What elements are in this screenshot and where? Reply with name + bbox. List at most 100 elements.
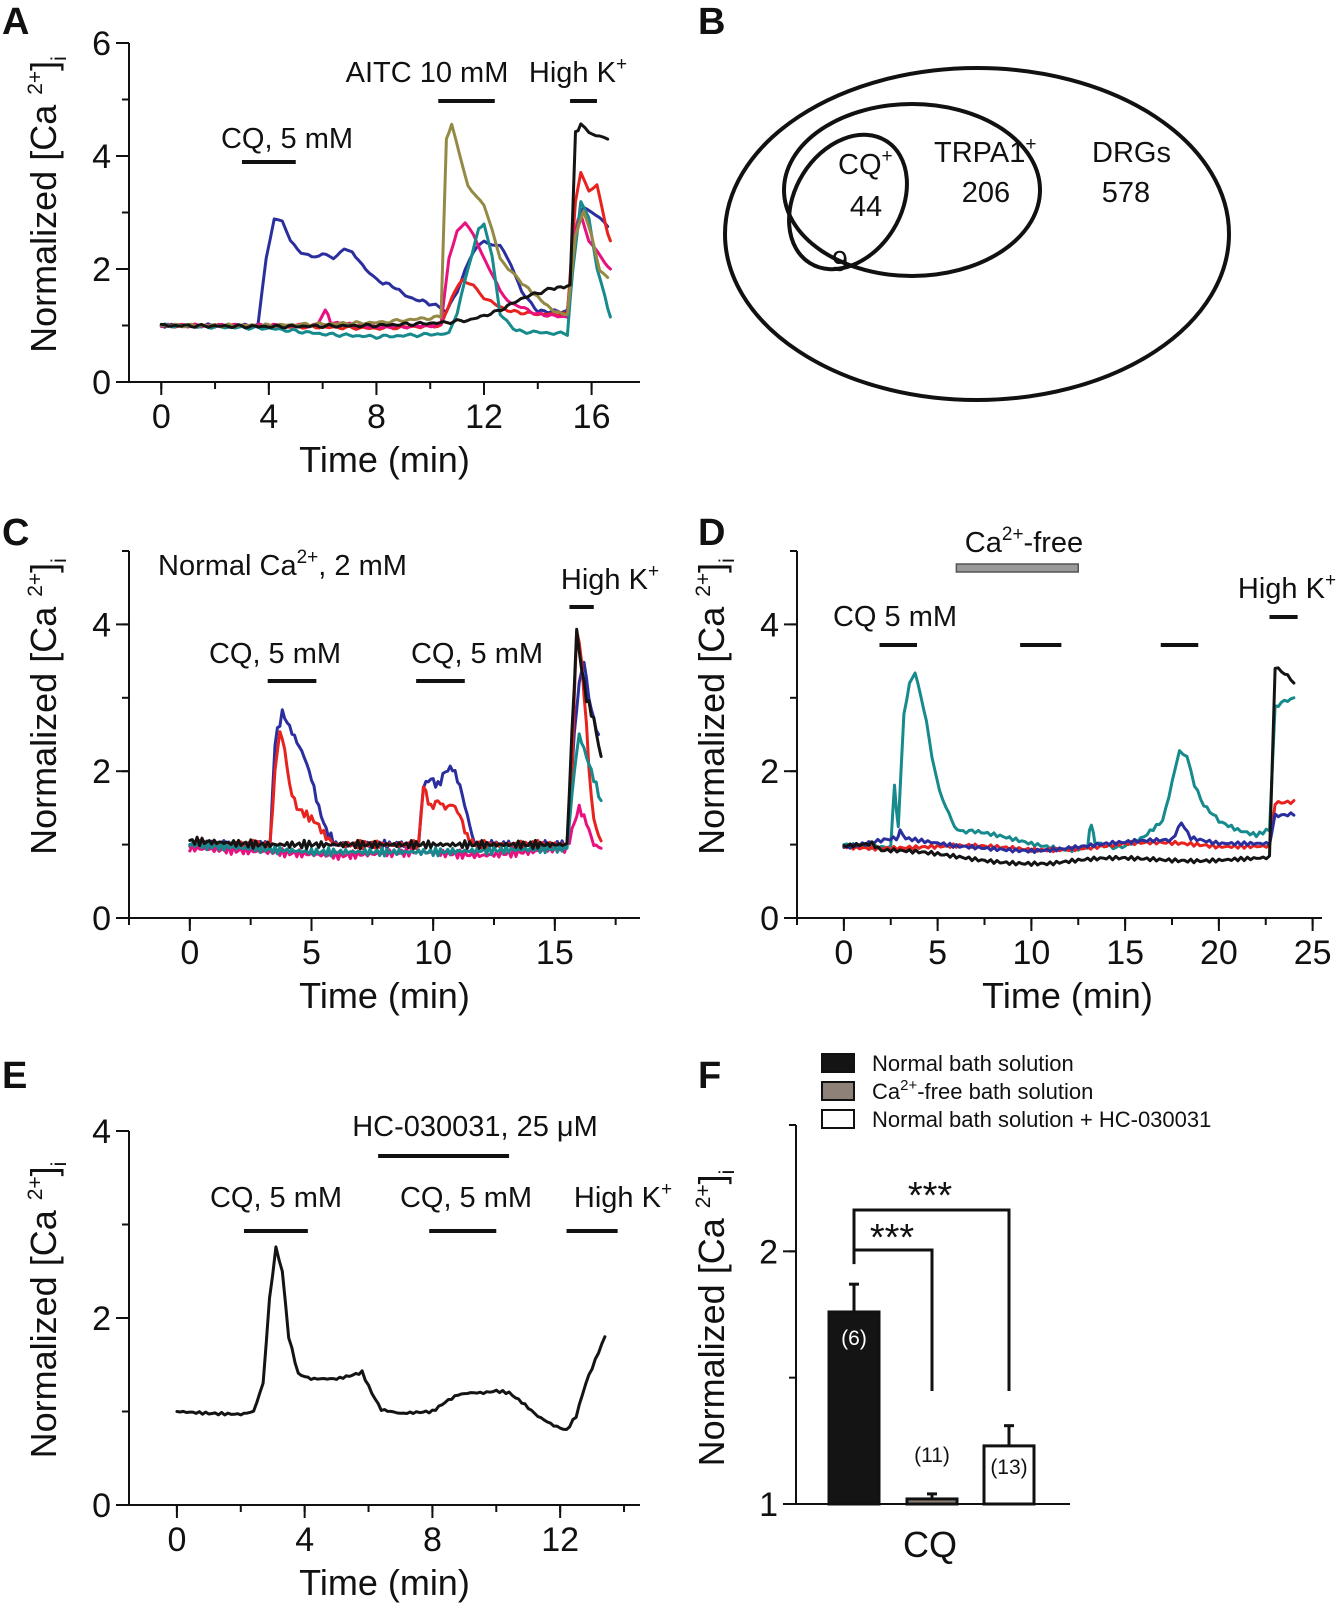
A-series-magenta xyxy=(159,212,612,330)
E-x-tick-label: 0 xyxy=(167,1521,186,1559)
A-series-blue xyxy=(159,205,610,329)
D-x-tick-label: 0 xyxy=(834,934,853,972)
C-series-black xyxy=(188,627,603,851)
E-annotation-label: HC-030031, 25 μM xyxy=(352,1111,598,1143)
A-annotation-label: High K+ xyxy=(529,54,627,89)
E-series-black xyxy=(175,1245,607,1431)
venn-extra-count: 9 xyxy=(832,246,848,278)
f-y-tick-label: 2 xyxy=(759,1233,778,1271)
C-annotation-label: High K+ xyxy=(561,561,659,596)
venn-cq-label: CQ+ xyxy=(838,146,893,181)
panel-b-venn-diagram: CQ+ 44 TRPA1+ 206 DRGs 578 9 xyxy=(723,66,1231,402)
C-x-tick-label: 15 xyxy=(536,934,574,972)
panel-label-c: C xyxy=(2,512,29,554)
C-annotation-label: CQ, 5 mM xyxy=(209,638,341,670)
venn-cq-count: 44 xyxy=(850,191,882,223)
E-x-tick-label: 12 xyxy=(541,1521,579,1559)
E-y-axis-label-text: Normalized [Ca 2+]i xyxy=(23,1162,71,1459)
E-x-tick-label: 4 xyxy=(295,1521,314,1559)
A-y-tick-label: 4 xyxy=(92,138,111,176)
A-traces xyxy=(159,122,612,340)
D-x-tick-label: 15 xyxy=(1106,934,1144,972)
panel-a-chart: 0 4 8 12 16 0 2 4 6 Time (min) Normalized [Ca 2+]i… xyxy=(23,25,640,480)
C-x-axis-label: Time (min) xyxy=(299,975,470,1016)
venn-trpa1-label: TRPA1+ xyxy=(934,134,1036,169)
f-legend-label: Normal bath solution xyxy=(872,1051,1074,1076)
C-x-tick-label: 5 xyxy=(302,934,321,972)
f-bar-2 xyxy=(905,1497,959,1506)
D-y-axis-label-text: Normalized [Ca 2+]i xyxy=(691,558,739,855)
panel-c-chart: 0 5 10 15 0 2 4 Time (min) Normalized [Ca 2+]i CQ… xyxy=(23,547,659,1016)
f-legend-swatch xyxy=(821,1081,855,1101)
C-x-tick-label: 0 xyxy=(180,934,199,972)
C-y-tick-label: 0 xyxy=(92,900,111,938)
D-y-axis-label: Normalized [Ca 2+]i xyxy=(691,558,739,855)
E-y-tick-label: 4 xyxy=(92,1113,111,1151)
A-series-red xyxy=(159,171,612,331)
E-annotation-label: CQ, 5 mM xyxy=(210,1182,342,1214)
venn-drgs-label: DRGs xyxy=(1092,137,1171,169)
A-annotation-label: AITC 10 mM xyxy=(346,57,509,89)
E-annotation-label: CQ, 5 mM xyxy=(400,1182,532,1214)
C-y-tick-label: 4 xyxy=(92,606,111,644)
A-x-axis-label: Time (min) xyxy=(299,439,470,480)
f-significance-stars: *** xyxy=(870,1217,915,1259)
A-y-tick-label: 6 xyxy=(92,25,111,63)
E-traces xyxy=(175,1245,607,1431)
A-x-tick-label: 16 xyxy=(573,398,611,436)
panel-label-a: A xyxy=(2,1,29,43)
c-chart-title: Normal Ca2+, 2 mM xyxy=(158,547,407,582)
D-y-tick-label: 4 xyxy=(760,606,779,644)
f-x-axis-label: CQ xyxy=(903,1524,957,1565)
C-series-blue xyxy=(188,660,601,851)
D-annotation-label: CQ 5 mM xyxy=(833,601,957,633)
D-annotation-label: Ca2+-free xyxy=(965,524,1083,559)
A-annotation-label: CQ, 5 mM xyxy=(221,123,353,155)
D-x-axis-label: Time (min) xyxy=(982,975,1153,1016)
f-n-label: (6) xyxy=(841,1327,867,1350)
A-y-tick-label: 2 xyxy=(92,251,111,289)
f-legend-swatch xyxy=(821,1109,855,1129)
E-y-tick-label: 0 xyxy=(92,1487,111,1525)
D-x-tick-label: 10 xyxy=(1012,934,1050,972)
f-n-label: (13) xyxy=(990,1456,1027,1479)
A-x-tick-label: 8 xyxy=(367,398,386,436)
f-significance-bracket xyxy=(852,1248,934,1391)
C-series-teal xyxy=(188,732,603,858)
panel-d-chart: 0 5 10 15 20 25 0 2 4 Time (min) Normalized [Ca 2+… xyxy=(691,524,1336,1016)
f-y-tick-label: 1 xyxy=(759,1486,778,1524)
panel-label-e: E xyxy=(2,1055,27,1097)
D-series-teal xyxy=(842,671,1296,854)
f-significance-bracket xyxy=(852,1208,1011,1391)
A-series-black xyxy=(159,122,610,330)
D-x-tick-label: 25 xyxy=(1294,934,1332,972)
venn-drgs-ellipse xyxy=(723,66,1231,402)
f-legend-label: Ca2+-free bath solution xyxy=(872,1077,1093,1104)
C-y-tick-label: 2 xyxy=(92,753,111,791)
panel-label-f: F xyxy=(698,1055,721,1097)
C-traces xyxy=(188,627,603,861)
A-series-teal xyxy=(159,200,612,340)
C-y-axis-label-text: Normalized [Ca 2+]i xyxy=(23,558,71,855)
panel-label-b: B xyxy=(698,1,725,43)
D-x-tick-label: 5 xyxy=(928,934,947,972)
f-bar-3 xyxy=(982,1444,1036,1506)
venn-trpa1-count: 206 xyxy=(962,177,1010,209)
E-x-axis-label: Time (min) xyxy=(299,1562,470,1603)
f-significance-stars: *** xyxy=(908,1175,953,1217)
f-n-label: (11) xyxy=(914,1444,950,1467)
C-annotation-label: CQ, 5 mM xyxy=(411,638,543,670)
f-y-axis-label-text: Normalized [Ca 2+]i xyxy=(691,1170,739,1467)
D-series-blue xyxy=(842,811,1296,854)
D-annotation-bar xyxy=(955,563,1079,573)
D-y-tick-label: 2 xyxy=(760,753,779,791)
A-y-tick-label: 0 xyxy=(92,364,111,402)
D-series-black xyxy=(842,666,1296,867)
A-y-axis-label-text: Normalized [Ca 2+]i xyxy=(23,56,71,353)
venn-cq-ellipse xyxy=(787,132,909,272)
E-y-axis-label: Normalized [Ca 2+]i xyxy=(23,1162,71,1459)
E-y-tick-label: 2 xyxy=(92,1300,111,1338)
f-y-axis-label: Normalized [Ca 2+]i xyxy=(691,1170,739,1467)
